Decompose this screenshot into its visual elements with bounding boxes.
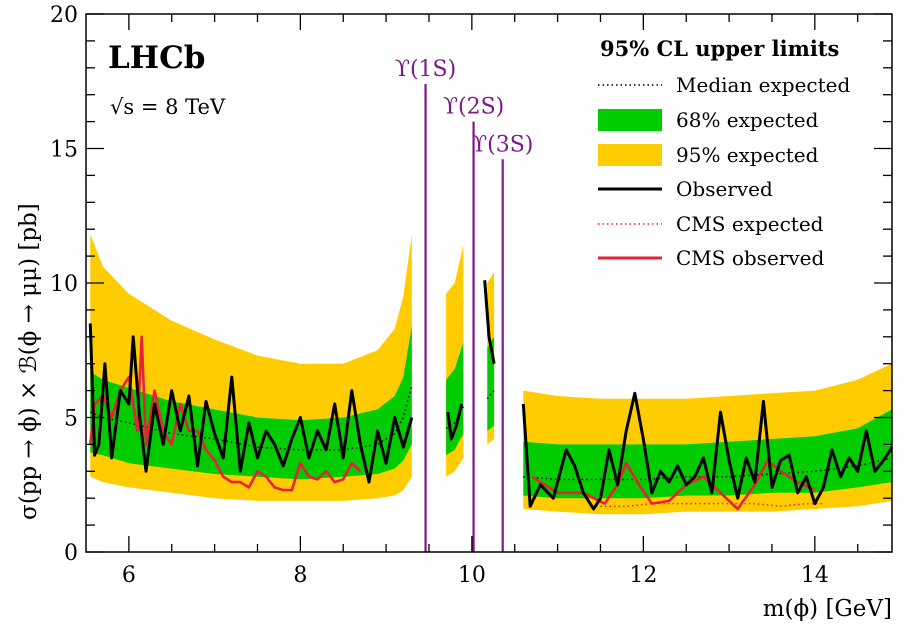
experiment-label: LHCb [108, 40, 205, 76]
y-tick-labels: 0 5 10 15 20 [50, 3, 78, 566]
energy-label: √s = 8 TeV [110, 95, 226, 119]
x-tick-labels: 6 8 10 12 14 [122, 563, 829, 588]
legend-key-68-expected [598, 109, 662, 131]
observed-group [88, 280, 894, 511]
upsilon-label-3: ϒ(3S) [472, 132, 533, 157]
legend-label-3: Observed [676, 177, 773, 201]
x-tick-label: 10 [458, 563, 486, 588]
legend-label-0: Median expected [676, 73, 851, 97]
x-tick-label: 12 [629, 563, 657, 588]
x-tick-label: 8 [293, 563, 307, 588]
legend-label-4: CMS expected [676, 212, 824, 236]
median-expected-line-2 [486, 390, 495, 400]
legend-key-95-expected [598, 144, 662, 166]
axis-ticks [86, 13, 892, 553]
legend: 95% CL upper limits Median expected 68% e… [598, 36, 851, 270]
observed-line-0 [88, 323, 414, 484]
y-axis-title: σ(pp → ϕ) × ℬ(ϕ → μμ) [pb] [16, 203, 42, 520]
x-tick-label: 6 [122, 563, 136, 588]
x-tick-label: 14 [801, 563, 829, 588]
legend-label-5: CMS observed [676, 246, 824, 270]
observed-line-1 [446, 403, 464, 441]
y-tick-label: 5 [64, 407, 78, 432]
y-tick-label: 0 [64, 541, 78, 566]
cms-observed-line-0 [89, 335, 362, 492]
upsilon-lines-group: ϒ(1S) ϒ(2S) ϒ(3S) [395, 57, 533, 552]
median-expected-line-1 [445, 406, 464, 429]
x-axis-title: m(ϕ) [GeV] [763, 596, 892, 622]
upsilon-label-2: ϒ(2S) [443, 95, 504, 120]
observed-line-3 [521, 391, 894, 511]
legend-title: 95% CL upper limits [600, 36, 839, 61]
observed-line-2 [483, 280, 496, 364]
y-tick-label: 10 [50, 272, 78, 297]
median-expected-line-0 [90, 385, 413, 451]
legend-label-2: 95% expected [676, 143, 819, 167]
upsilon-label-1: ϒ(1S) [395, 57, 456, 82]
y-tick-label: 15 [50, 138, 78, 163]
legend-label-1: 68% expected [676, 108, 819, 132]
y-tick-label: 20 [50, 3, 78, 28]
